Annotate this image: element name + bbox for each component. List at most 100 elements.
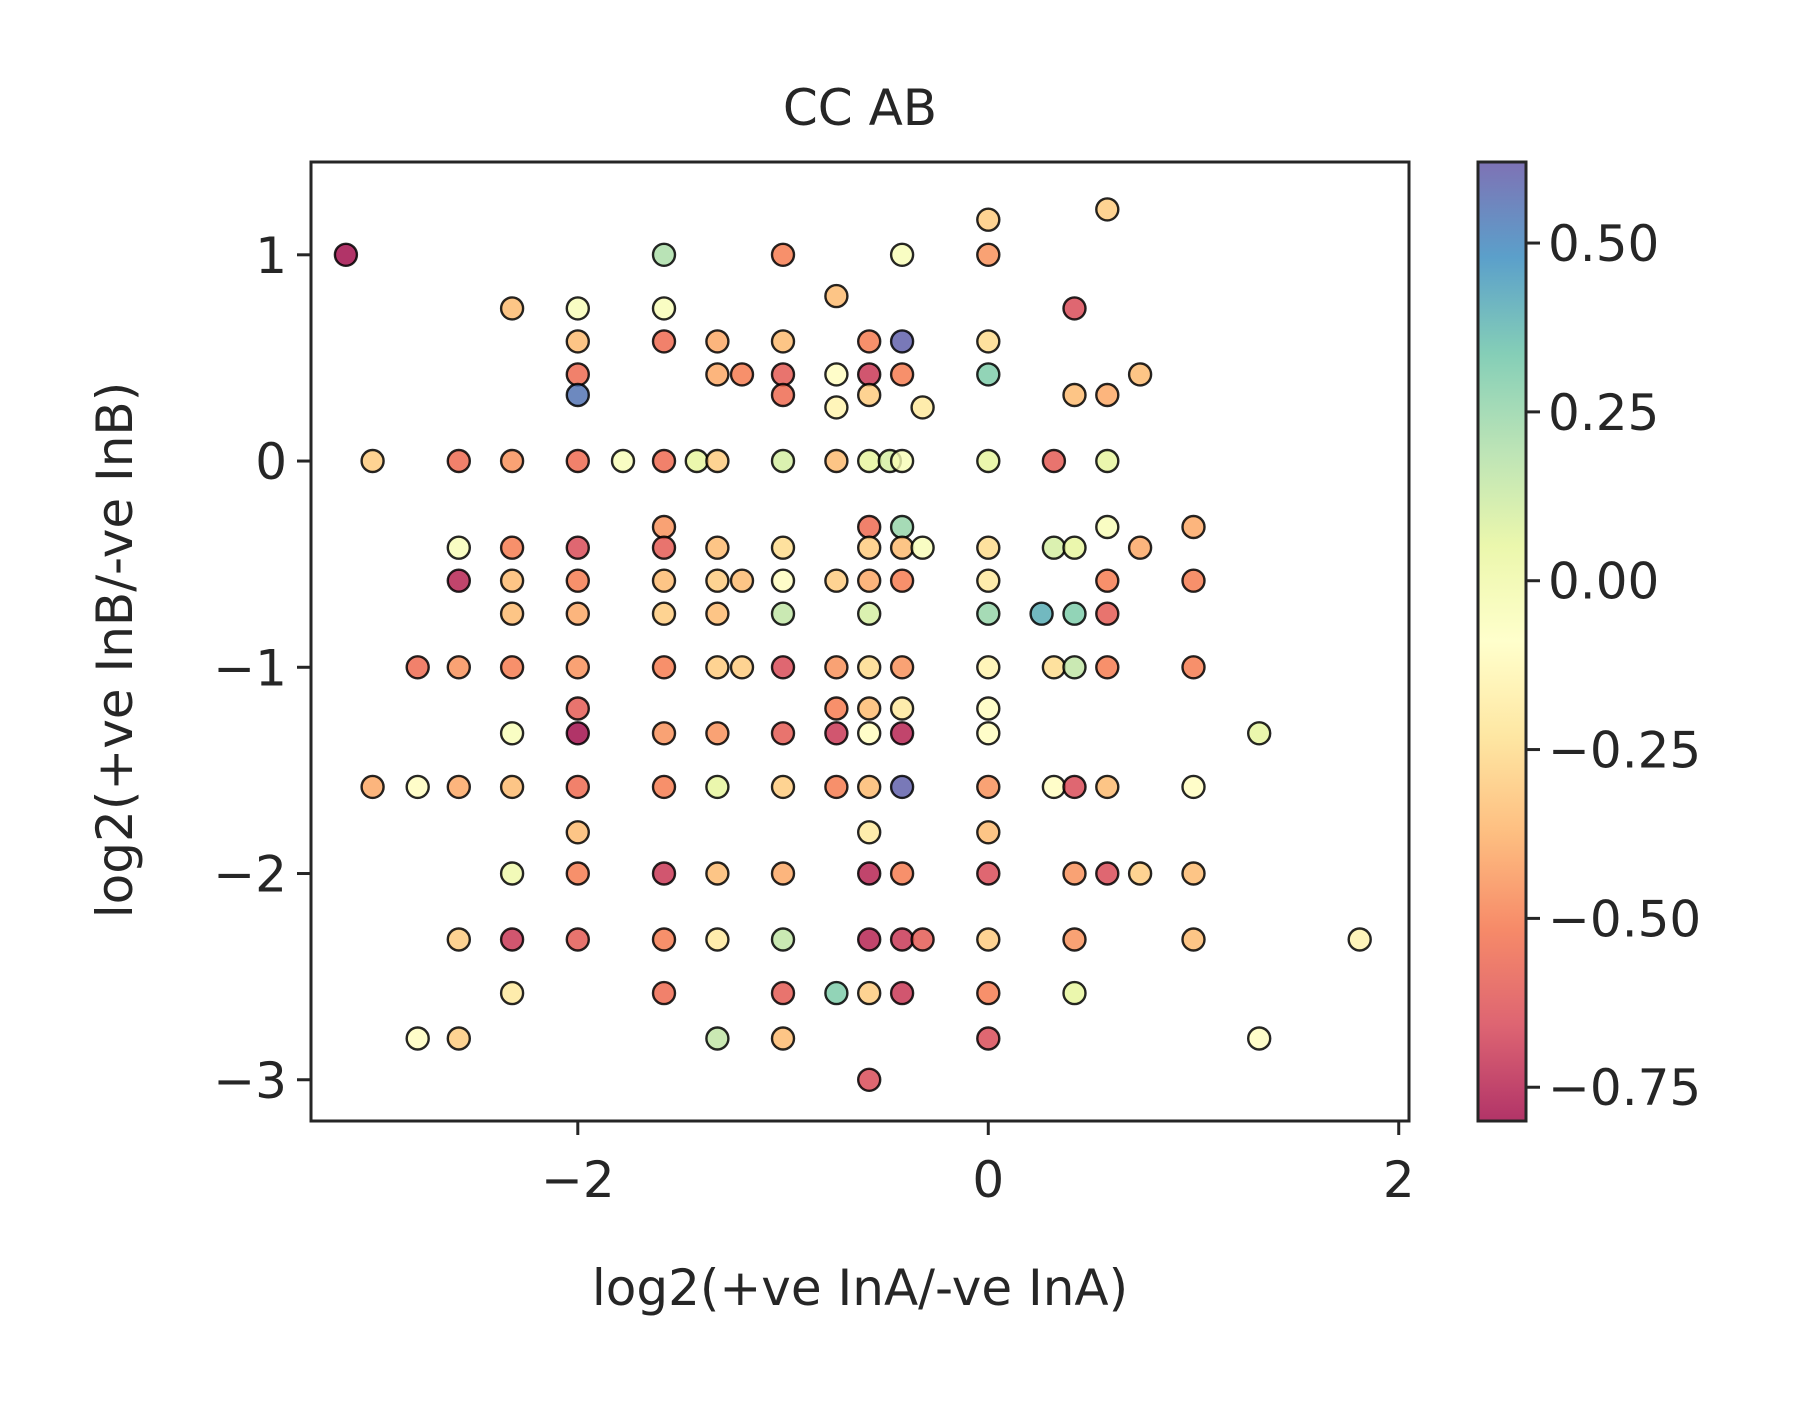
scatter-point	[1062, 655, 1087, 680]
scatter-point	[499, 980, 525, 1006]
scatter-point	[857, 601, 882, 626]
scatter-point	[824, 448, 849, 474]
scatter-point	[446, 448, 471, 474]
scatter-point	[651, 601, 677, 626]
scatter-point	[770, 362, 796, 387]
scatter-point	[565, 296, 590, 321]
scatter-point	[857, 448, 882, 474]
colorbar: 0.50 0.25 0.00 −0.25 −0.50 −0.75	[1476, 160, 1701, 1123]
scatter-point	[889, 568, 915, 593]
scatter-point	[499, 601, 525, 626]
scatter-point	[976, 820, 1001, 845]
scatter-point	[446, 927, 471, 952]
scatter-point	[565, 362, 590, 387]
scatter-point	[565, 382, 590, 408]
scatter-point	[651, 535, 677, 560]
scatter-point	[770, 242, 796, 268]
scatter-point	[360, 774, 385, 800]
scatter-point	[705, 655, 730, 680]
scatter-point	[610, 448, 636, 474]
scatter-point	[499, 535, 525, 560]
scatter-point	[651, 296, 677, 321]
scatter-point	[565, 696, 590, 721]
scatter-point	[565, 601, 590, 626]
scatter-point	[565, 927, 590, 952]
scatter-point	[770, 601, 796, 626]
scatter-point	[976, 362, 1001, 387]
scatter-point	[889, 514, 915, 540]
data-points	[333, 197, 1372, 1093]
scatter-point	[889, 696, 915, 721]
scatter-point	[705, 721, 730, 746]
scatter-point	[1041, 535, 1067, 560]
scatter-point	[1095, 655, 1120, 680]
scatter-point	[1095, 601, 1120, 626]
scatter-point	[705, 601, 730, 626]
scatter-point	[565, 329, 590, 354]
scatter-point	[824, 721, 849, 746]
colorbar-tick-label: 0.50	[1548, 215, 1659, 273]
scatter-point	[824, 395, 849, 420]
scatter-point	[770, 980, 796, 1006]
scatter-point	[910, 535, 935, 560]
scatter-point	[857, 535, 882, 560]
scatter-point	[1181, 655, 1206, 680]
x-axis-label: log2(+ve InA/-ve InA)	[592, 1259, 1128, 1317]
x-tick-label: 0	[972, 1151, 1004, 1209]
scatter-point	[1095, 568, 1120, 593]
scatter-point	[565, 568, 590, 593]
scatter-point	[1062, 535, 1087, 560]
scatter-point	[857, 655, 882, 680]
scatter-point	[857, 980, 882, 1006]
scatter-point	[1095, 774, 1120, 800]
scatter-point	[1062, 980, 1087, 1006]
scatter-point	[499, 448, 525, 474]
scatter-point	[1029, 601, 1054, 626]
scatter-point	[499, 861, 525, 886]
scatter-point	[405, 774, 430, 800]
scatter-point	[1127, 861, 1153, 886]
scatter-point	[857, 362, 882, 387]
scatter-point	[857, 820, 882, 845]
scatter-point	[857, 861, 882, 886]
scatter-point	[910, 927, 935, 952]
scatter-point	[1095, 861, 1120, 886]
y-tick-label: 1	[255, 227, 287, 285]
x-tick-label: −2	[541, 1151, 615, 1209]
scatter-point	[976, 207, 1001, 232]
scatter-point	[705, 568, 730, 593]
scatter-point	[729, 568, 755, 593]
scatter-point	[1095, 448, 1120, 474]
scatter-point	[1181, 514, 1206, 540]
scatter-point	[857, 568, 882, 593]
scatter-point	[565, 861, 590, 886]
y-tick-label: −1	[213, 639, 287, 697]
colorbar-tick-label: 0.25	[1548, 384, 1659, 442]
scatter-point	[446, 655, 471, 680]
scatter-point	[770, 329, 796, 354]
scatter-point	[770, 1026, 796, 1051]
scatter-point	[360, 448, 385, 474]
scatter-point	[499, 721, 525, 746]
scatter-point	[705, 448, 730, 474]
y-axis-label: log2(+ve InB/-ve InB)	[86, 382, 144, 918]
scatter-point	[405, 1026, 430, 1051]
scatter-point	[565, 820, 590, 845]
x-tick-label: 2	[1383, 1151, 1415, 1209]
scatter-point	[824, 568, 849, 593]
scatter-point	[1181, 774, 1206, 800]
scatter-point	[1127, 362, 1153, 387]
scatter-point	[910, 395, 935, 420]
scatter-point	[770, 927, 796, 952]
scatter-point	[824, 980, 849, 1006]
scatter-point	[446, 535, 471, 560]
scatter-point	[1041, 774, 1067, 800]
scatter-point	[976, 980, 1001, 1006]
scatter-point	[770, 721, 796, 746]
scatter-point	[565, 448, 590, 474]
scatter-point	[889, 927, 915, 952]
scatter-point	[1062, 927, 1087, 952]
scatter-point	[889, 329, 915, 354]
